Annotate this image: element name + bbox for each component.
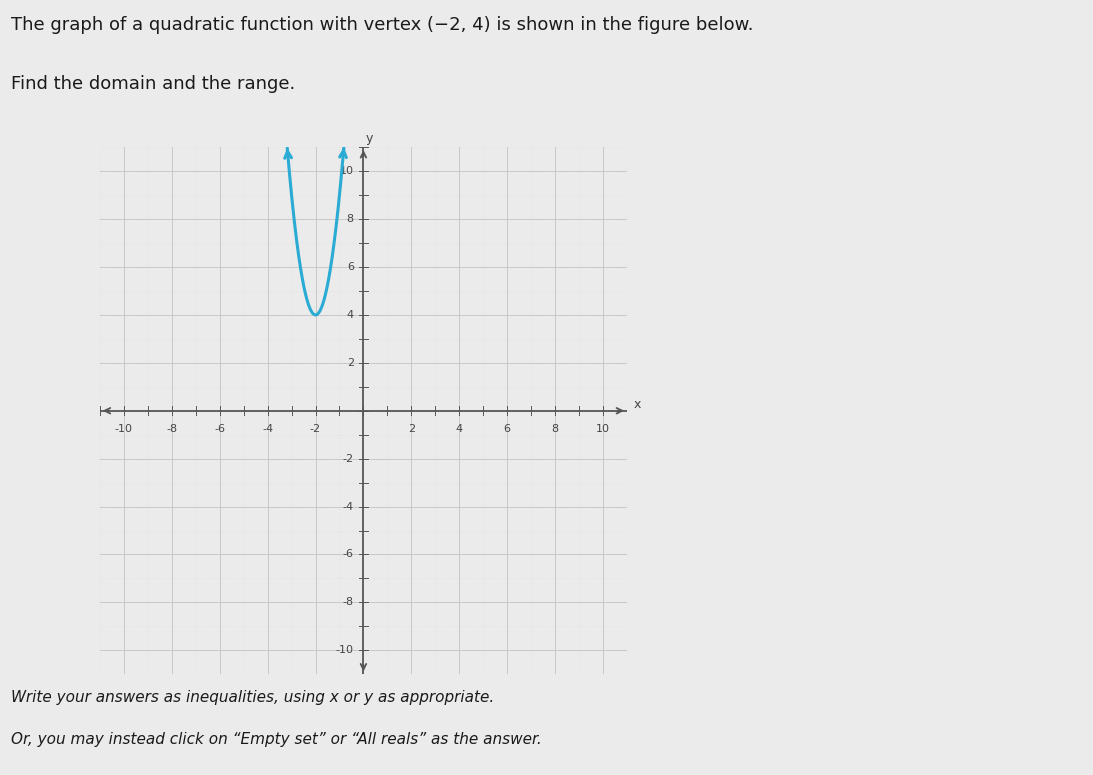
- Text: 2: 2: [408, 424, 415, 434]
- Text: Or, you may instead click on “Empty set” or “All reals” as the answer.: Or, you may instead click on “Empty set”…: [11, 732, 542, 747]
- Text: The graph of a quadratic function with vertex (−2, 4) is shown in the figure bel: The graph of a quadratic function with v…: [11, 16, 753, 33]
- Text: -2: -2: [310, 424, 321, 434]
- Text: 10: 10: [596, 424, 610, 434]
- Text: -4: -4: [343, 501, 354, 512]
- Text: -8: -8: [166, 424, 177, 434]
- Text: -4: -4: [262, 424, 273, 434]
- Text: 6: 6: [504, 424, 510, 434]
- Text: 8: 8: [346, 214, 354, 224]
- Text: 4: 4: [346, 310, 354, 320]
- Text: Write your answers as inequalities, using x or y as appropriate.: Write your answers as inequalities, usin…: [11, 690, 494, 704]
- Text: -10: -10: [336, 646, 354, 656]
- Text: Find the domain and the range.: Find the domain and the range.: [11, 75, 295, 93]
- Text: -6: -6: [343, 549, 354, 560]
- Text: y: y: [366, 132, 373, 145]
- Text: -8: -8: [343, 598, 354, 608]
- Text: -2: -2: [343, 453, 354, 463]
- Text: 8: 8: [552, 424, 559, 434]
- Text: 10: 10: [340, 166, 354, 176]
- Text: 6: 6: [346, 262, 354, 272]
- Text: 4: 4: [456, 424, 462, 434]
- Text: x: x: [634, 398, 642, 412]
- Text: -6: -6: [214, 424, 225, 434]
- Text: 2: 2: [346, 358, 354, 368]
- Text: -10: -10: [115, 424, 133, 434]
